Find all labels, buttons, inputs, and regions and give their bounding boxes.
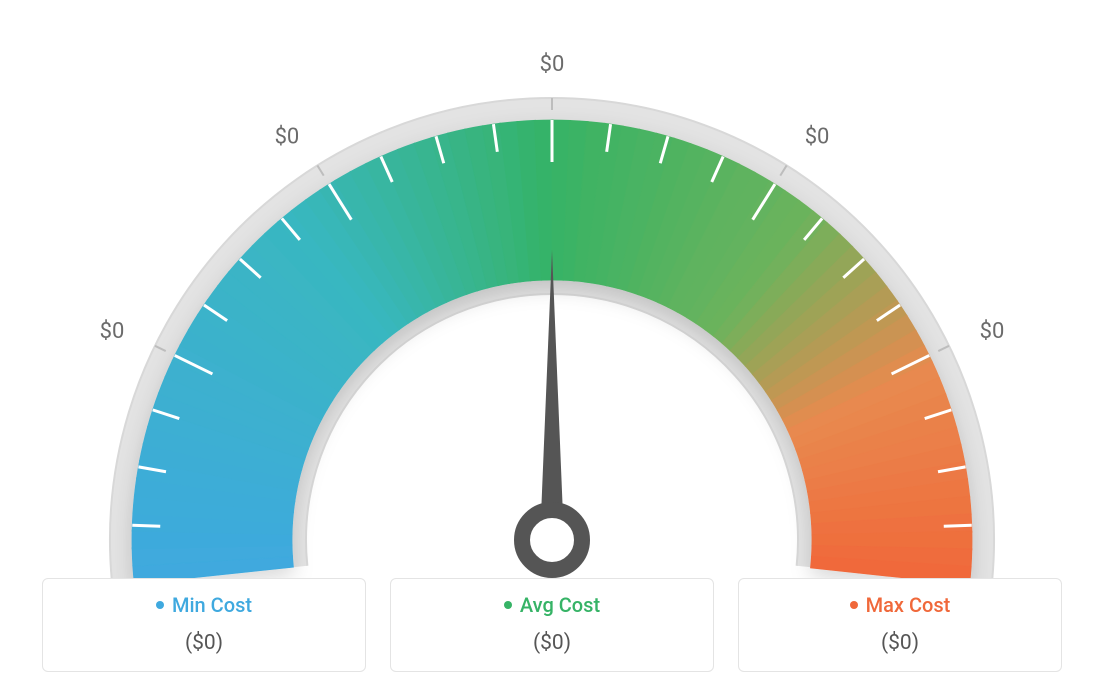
- legend-row: Min Cost ($0) Avg Cost ($0) Max Cost ($0): [42, 578, 1062, 672]
- gauge-tick-label: $0: [275, 125, 300, 150]
- legend-value: ($0): [55, 631, 353, 655]
- gauge-tick-label: $0: [980, 319, 1005, 344]
- gauge-tick-label: $0: [540, 52, 565, 77]
- gauge-container: $0$0$0$0$0$0$0: [32, 20, 1072, 580]
- legend-title: Avg Cost: [520, 593, 600, 617]
- legend-dot-icon: [504, 601, 512, 609]
- legend-card: Max Cost ($0): [738, 578, 1062, 672]
- legend-title-row: Max Cost: [751, 593, 1049, 617]
- gauge-tick-label: $0: [100, 319, 125, 344]
- legend-card: Min Cost ($0): [42, 578, 366, 672]
- legend-card: Avg Cost ($0): [390, 578, 714, 672]
- legend-title-row: Avg Cost: [403, 593, 701, 617]
- legend-value: ($0): [751, 631, 1049, 655]
- legend-title: Max Cost: [866, 593, 951, 617]
- gauge-svg: $0$0$0$0$0$0$0: [32, 20, 1072, 580]
- gauge-needle: [522, 250, 582, 570]
- gauge-tick-label: $0: [805, 125, 830, 150]
- legend-dot-icon: [156, 601, 164, 609]
- legend-title-row: Min Cost: [55, 593, 353, 617]
- legend-value: ($0): [403, 631, 701, 655]
- legend-dot-icon: [850, 601, 858, 609]
- legend-title: Min Cost: [172, 593, 252, 617]
